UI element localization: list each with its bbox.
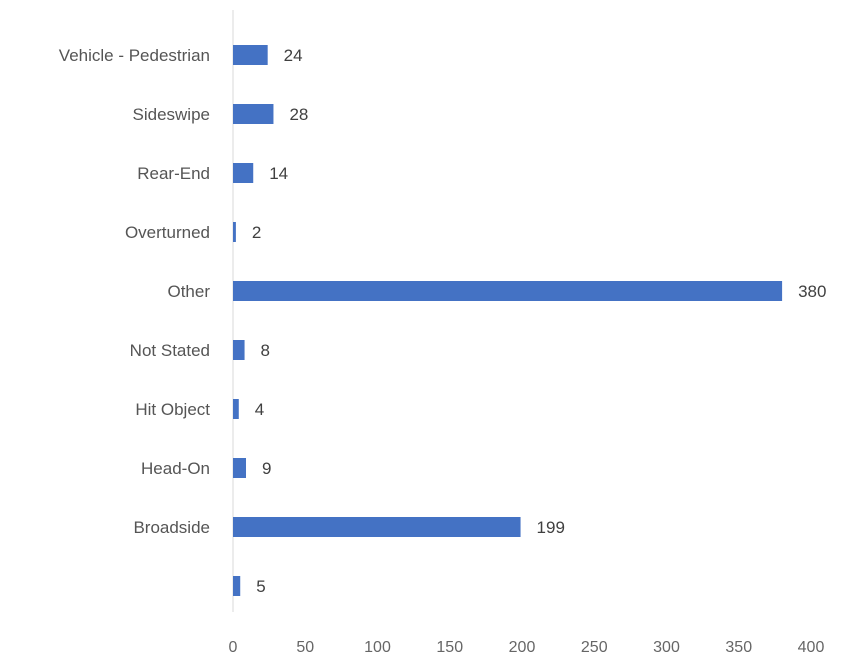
x-tick-label: 300 bbox=[653, 639, 680, 656]
value-label: 199 bbox=[537, 518, 565, 537]
x-tick-label: 250 bbox=[581, 639, 608, 656]
value-label: 28 bbox=[289, 105, 308, 124]
bar-broadside bbox=[233, 517, 521, 537]
category-label: Rear-End bbox=[137, 164, 210, 183]
category-label: Other bbox=[167, 282, 210, 301]
x-tick-label: 150 bbox=[436, 639, 463, 656]
value-label: 5 bbox=[256, 577, 265, 596]
bar-hit-object bbox=[233, 399, 239, 419]
category-label: Hit Object bbox=[135, 400, 210, 419]
value-label: 14 bbox=[269, 164, 288, 183]
category-label: Not Stated bbox=[130, 341, 210, 360]
bar-other bbox=[233, 281, 783, 301]
x-tick-label: 350 bbox=[725, 639, 752, 656]
value-label: 24 bbox=[284, 46, 303, 65]
category-label: Vehicle - Pedestrian bbox=[59, 46, 210, 65]
value-label: 380 bbox=[798, 282, 826, 301]
bar-head-on bbox=[233, 458, 247, 478]
value-label: 9 bbox=[262, 459, 271, 478]
x-tick-label: 0 bbox=[229, 639, 238, 656]
category-label: Sideswipe bbox=[133, 105, 211, 124]
bar-vehicle-pedestrian bbox=[233, 45, 268, 65]
category-label: Broadside bbox=[133, 518, 210, 537]
x-tick-label: 200 bbox=[509, 639, 536, 656]
bars-group bbox=[233, 45, 783, 596]
category-label: Head-On bbox=[141, 459, 210, 478]
value-label: 2 bbox=[252, 223, 261, 242]
value-label: 4 bbox=[255, 400, 264, 419]
bar-sideswipe bbox=[233, 104, 274, 124]
x-tick-label: 400 bbox=[798, 639, 825, 656]
value-labels-group: 24 28 14 2 380 8 4 9 199 5 bbox=[252, 46, 827, 596]
category-label: Overturned bbox=[125, 223, 210, 242]
bar-unlabeled bbox=[233, 576, 241, 596]
x-tick-labels-group: 0 50 100 150 200 250 300 350 400 bbox=[229, 639, 825, 656]
category-labels-group: Vehicle - Pedestrian Sideswipe Rear-End Ove… bbox=[59, 46, 211, 537]
x-tick-label: 100 bbox=[364, 639, 391, 656]
bar-not-stated bbox=[233, 340, 245, 360]
bar-rear-end bbox=[233, 163, 254, 183]
x-tick-label: 50 bbox=[296, 639, 314, 656]
bar-overturned bbox=[233, 222, 236, 242]
value-label: 8 bbox=[261, 341, 270, 360]
